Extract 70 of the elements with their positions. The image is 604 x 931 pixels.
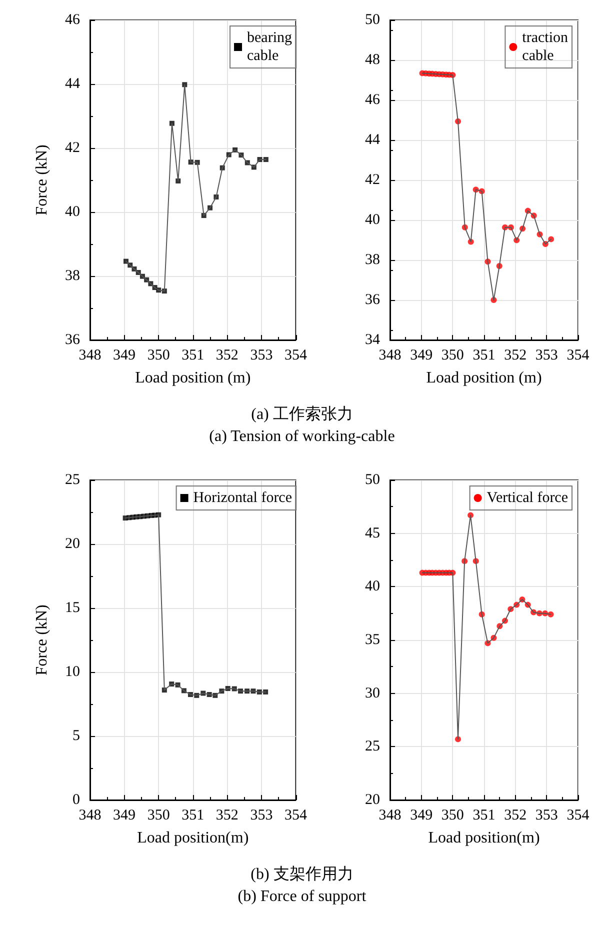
- y-tick-label: 48: [365, 52, 380, 68]
- y-tick-label: 15: [65, 600, 80, 616]
- y-axis-title: Force (kN): [34, 604, 50, 676]
- legend-label: Vertical force: [486, 490, 568, 506]
- x-tick-label: 350: [441, 808, 464, 824]
- x-tick-label: 349: [410, 348, 433, 364]
- y-tick-label: 5: [72, 728, 80, 744]
- x-tick-label: 352: [504, 348, 527, 364]
- x-tick-label: 349: [113, 348, 136, 364]
- x-tick-label: 348: [78, 808, 102, 824]
- y-tick-label: 25: [365, 738, 380, 755]
- x-tick-label: 353: [535, 808, 558, 824]
- x-tick-label: 350: [441, 348, 464, 364]
- y-tick-label: 25: [65, 472, 80, 488]
- y-tick-label: 35: [365, 632, 380, 648]
- y-tick-label: 20: [65, 536, 80, 552]
- x-tick-label: 351: [182, 348, 204, 364]
- y-tick-label: 46: [65, 12, 80, 28]
- x-tick-label: 348: [78, 348, 102, 364]
- x-axis-title: Load position (m): [426, 370, 542, 386]
- x-tick-label: 354: [284, 808, 308, 824]
- y-tick-label: 50: [365, 12, 380, 28]
- x-tick-label: 351: [472, 808, 496, 824]
- text: (b) Force of support: [236, 888, 368, 906]
- y-tick-label: 34: [365, 332, 380, 348]
- legend-label: Horizontal force: [193, 490, 292, 506]
- x-tick-label: 348: [378, 348, 402, 364]
- y-tick-label: 45: [365, 525, 380, 542]
- y-tick-label: 46: [365, 92, 380, 108]
- y-tick-label: 42: [365, 172, 380, 188]
- text: (a) Tension of working-cable: [208, 428, 396, 446]
- y-tick-label: 36: [365, 292, 380, 308]
- x-tick-label: 350: [147, 808, 170, 824]
- x-tick-label: 350: [147, 348, 170, 364]
- y-tick-label: 20: [365, 792, 380, 808]
- y-tick-label: 0: [72, 792, 80, 808]
- x-tick-label: 349: [113, 808, 136, 824]
- x-tick-label: 352: [216, 808, 238, 824]
- x-tick-label: 351: [472, 348, 496, 364]
- x-tick-label: 349: [410, 808, 433, 824]
- x-tick-label: 351: [182, 808, 204, 824]
- y-tick-label: 38: [65, 268, 80, 284]
- x-tick-label: 354: [566, 808, 590, 824]
- text: (a) 工作索张力: [250, 404, 354, 425]
- x-axis-title: Load position(m): [137, 830, 249, 846]
- y-tick-label: 36: [65, 332, 80, 348]
- y-tick-label: 40: [65, 204, 80, 220]
- x-tick-label: 353: [535, 348, 558, 364]
- legend-label: traction cable: [522, 30, 568, 64]
- y-axis-title: Force (kN): [34, 144, 50, 216]
- x-tick-label: 348: [378, 808, 402, 824]
- y-tick-label: 40: [365, 212, 380, 228]
- legend-label: bearing cable: [247, 30, 292, 64]
- y-tick-label: 30: [365, 685, 380, 702]
- x-tick-label: 353: [250, 348, 273, 364]
- y-tick-label: 44: [365, 132, 380, 148]
- y-tick-label: 38: [365, 252, 380, 268]
- x-axis-title: Load position (m): [135, 370, 251, 386]
- y-tick-label: 42: [65, 140, 80, 156]
- y-tick-label: 40: [365, 578, 380, 595]
- x-tick-label: 352: [504, 808, 527, 824]
- y-tick-label: 50: [365, 472, 380, 488]
- x-tick-label: 354: [566, 348, 590, 364]
- x-tick-label: 352: [216, 348, 238, 364]
- y-tick-label: 44: [65, 76, 80, 92]
- text: (b) 支架作用力: [250, 864, 354, 885]
- x-tick-label: 354: [284, 348, 308, 364]
- y-tick-label: 10: [65, 664, 80, 680]
- x-axis-title: Load position(m): [428, 830, 540, 846]
- x-tick-label: 353: [250, 808, 273, 824]
